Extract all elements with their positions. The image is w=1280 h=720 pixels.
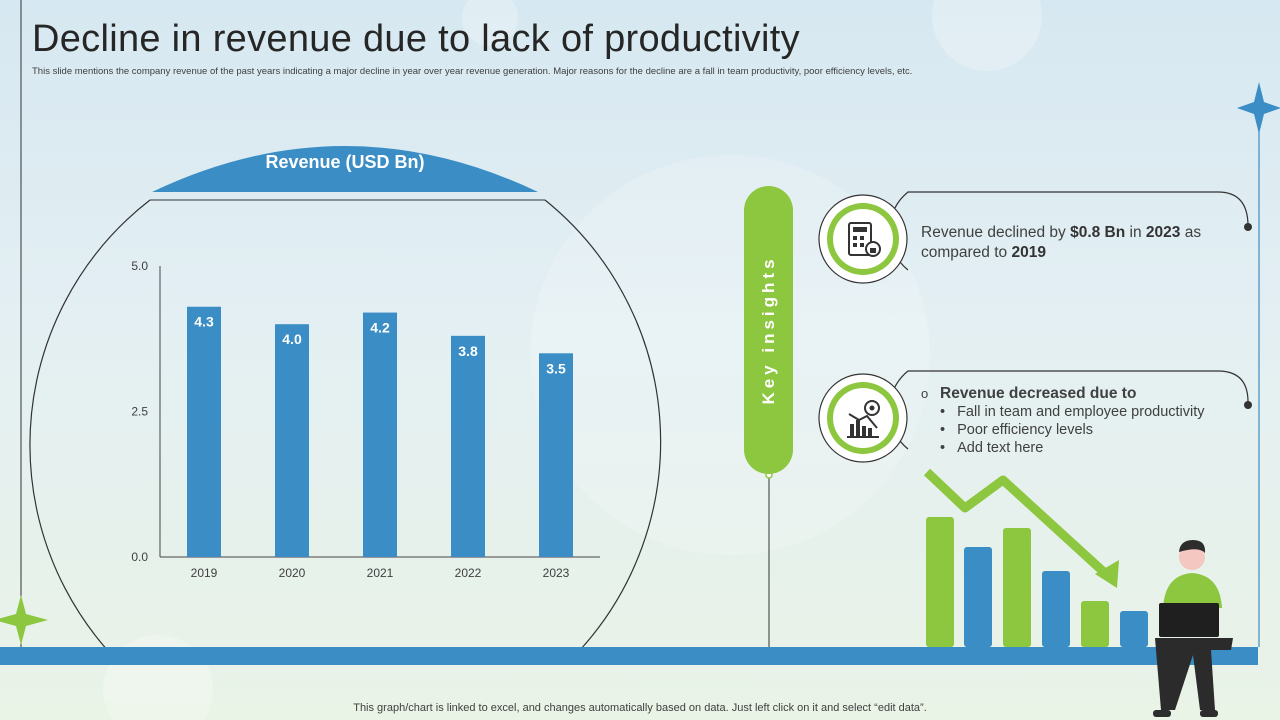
- x-tick-label: 2019: [191, 566, 218, 580]
- bar-2021: [363, 312, 397, 557]
- insight2-list: Fall in team and employee productivityPo…: [940, 403, 1205, 457]
- bar-2023: [539, 353, 573, 557]
- bar-2019: [187, 306, 221, 557]
- bar-2020: [275, 324, 309, 557]
- declining-chart-gear-icon: [818, 373, 908, 463]
- y-tick-label: 5.0: [131, 259, 148, 273]
- sparkle-blue-icon: [1237, 82, 1280, 134]
- chart-title: Revenue (USD Bn): [265, 152, 425, 172]
- data-label: 4.3: [194, 314, 214, 330]
- insight2-item: Poor efficiency levels: [940, 421, 1205, 439]
- footnote: This graph/chart is linked to excel, and…: [353, 702, 927, 714]
- x-tick-label: 2022: [455, 566, 482, 580]
- key-insights-bar: [744, 186, 793, 474]
- insight-card-1: Revenue declined by $0.8 Bn in 2023 as c…: [921, 223, 1231, 263]
- x-tick-label: 2021: [367, 566, 394, 580]
- chart-frame-arc-right: [544, 199, 662, 651]
- person-laptop-illustration: [923, 468, 1233, 717]
- y-tick-label: 2.5: [131, 405, 148, 419]
- data-label: 4.2: [370, 320, 390, 336]
- calculator-lock-icon: [818, 194, 908, 284]
- key-insights-label: Key insights: [759, 255, 778, 405]
- y-tick-label: 0.0: [131, 550, 148, 564]
- insight2-heading: Revenue decreased due to: [940, 385, 1137, 402]
- chart-frame-arc: [29, 199, 151, 660]
- revenue-chart[interactable]: 0.0 2.5 5.0 4.3 2019 4.0 2020 4.2 2021 3.8 2022 3.5…: [0, 0, 700, 660]
- bottom-strip: [0, 647, 1258, 665]
- data-label: 3.8: [458, 343, 478, 359]
- insight1-post: as compared to: [921, 224, 1202, 261]
- page-subtitle: This slide mentions the company revenue …: [32, 66, 913, 77]
- insight2-item: Fall in team and employee productivity: [940, 403, 1204, 421]
- page-title: Decline in revenue due to lack of produc…: [32, 18, 800, 60]
- x-tick-label: 2020: [279, 566, 306, 580]
- insight1-mid: in: [1125, 224, 1146, 241]
- insight1-base-year: 2019: [1011, 244, 1046, 261]
- insight1-pre: Revenue declined by: [921, 224, 1071, 241]
- insight1-year: 2023: [1145, 224, 1181, 241]
- chart-banner: [152, 146, 538, 192]
- insight1-amount: $0.8 Bn: [1070, 224, 1126, 241]
- bar-2022: [451, 335, 485, 557]
- data-label: 3.5: [546, 360, 566, 376]
- insight2-marker: o: [921, 386, 929, 401]
- insight2-item: Add text here: [940, 439, 1205, 457]
- x-tick-label: 2023: [543, 566, 570, 580]
- sparkle-green-icon: [0, 595, 48, 645]
- data-label: 4.0: [282, 331, 302, 347]
